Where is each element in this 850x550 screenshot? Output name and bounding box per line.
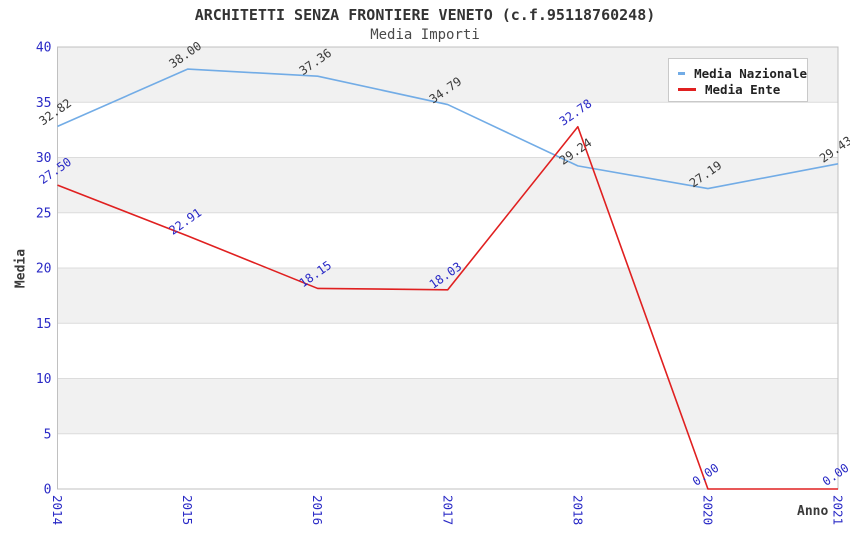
svg-text:20: 20 bbox=[36, 262, 52, 277]
svg-text:2014: 2014 bbox=[50, 495, 65, 525]
svg-text:2018: 2018 bbox=[570, 495, 585, 525]
svg-text:2017: 2017 bbox=[440, 495, 455, 525]
svg-text:0: 0 bbox=[44, 483, 52, 498]
x-axis-title: Anno bbox=[797, 504, 829, 519]
chart-title: ARCHITETTI SENZA FRONTIERE VENETO (c.f.9… bbox=[194, 6, 656, 24]
svg-text:2016: 2016 bbox=[310, 495, 325, 525]
svg-text:40: 40 bbox=[36, 41, 52, 56]
media-nazionale-line-swatch bbox=[678, 71, 686, 75]
legend-item-media-ente: Media Ente bbox=[678, 81, 807, 97]
svg-text:25: 25 bbox=[36, 206, 52, 221]
chart-subtitle: Media Importi bbox=[370, 27, 480, 43]
legend-label-media-ente: Media Ente bbox=[705, 81, 781, 97]
svg-text:2021: 2021 bbox=[831, 495, 846, 525]
svg-text:5: 5 bbox=[44, 427, 52, 442]
legend: Media Nazionale Media Ente bbox=[668, 58, 808, 102]
media-ente-line-swatch bbox=[678, 87, 696, 91]
legend-label-media-nazionale: Media Nazionale bbox=[694, 65, 807, 81]
svg-text:35: 35 bbox=[36, 96, 52, 111]
svg-text:30: 30 bbox=[36, 151, 52, 166]
svg-text:0.00: 0.00 bbox=[820, 461, 850, 489]
legend-item-media-nazionale: Media Nazionale bbox=[678, 65, 807, 81]
svg-text:2015: 2015 bbox=[180, 495, 195, 525]
svg-text:2020: 2020 bbox=[700, 495, 715, 525]
svg-text:10: 10 bbox=[36, 372, 52, 387]
svg-text:15: 15 bbox=[36, 317, 52, 332]
